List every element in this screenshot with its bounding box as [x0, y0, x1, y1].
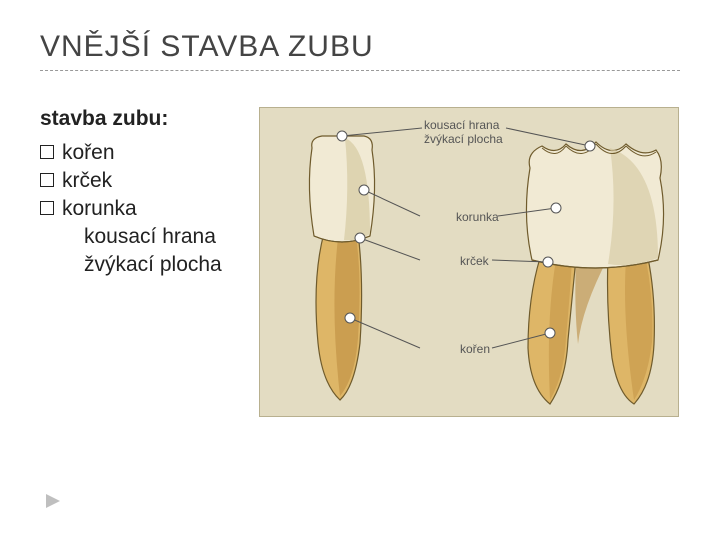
tooth-incisor [309, 136, 374, 400]
bullet-krcek: krček [40, 169, 245, 193]
label-krcek: krček [460, 254, 489, 268]
bullet-label: krček [62, 169, 112, 192]
square-icon [40, 201, 54, 215]
page-title: VNĚJŠÍ STAVBA ZUBU [40, 30, 680, 64]
bullet-label: kořen [62, 141, 115, 164]
footer-arrow-icon [44, 492, 62, 510]
square-icon [40, 173, 54, 187]
label-zvykaci-plocha: žvýkací plocha [424, 132, 503, 146]
label-koren: kořen [460, 342, 490, 356]
sub-zvykaci-plocha: žvýkací plocha [84, 253, 245, 277]
tooth-diagram: kousací hrana žvýkací plocha korunka krč… [259, 107, 679, 417]
bullet-korunka: korunka [40, 197, 245, 221]
title-divider [40, 70, 680, 71]
label-kousaci-hrana: kousací hrana [424, 118, 499, 132]
bullet-koren: kořen [40, 141, 245, 165]
square-icon [40, 145, 54, 159]
subheading: stavba zubu: [40, 107, 245, 131]
bullet-label: korunka [62, 197, 137, 220]
tooth-molar [526, 142, 663, 404]
label-korunka: korunka [456, 210, 499, 224]
sub-kousaci-hrana: kousací hrana [84, 225, 245, 249]
